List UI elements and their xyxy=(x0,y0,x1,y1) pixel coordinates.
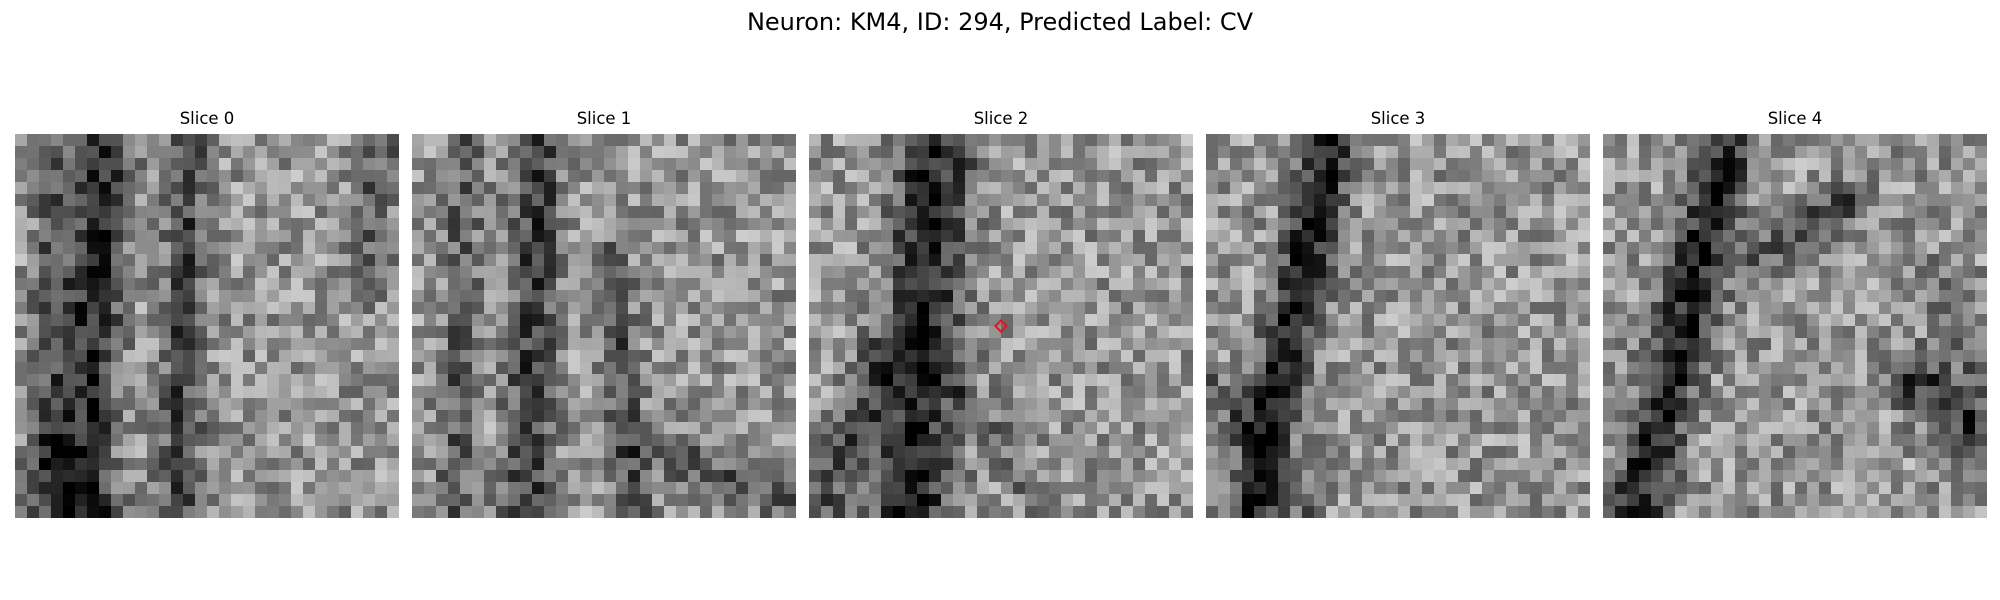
slice-image xyxy=(1206,134,1590,518)
slice-panel-1: Slice 1 xyxy=(412,108,796,518)
slice-panel-3: Slice 3 xyxy=(1206,108,1590,518)
figure-title: Neuron: KM4, ID: 294, Predicted Label: C… xyxy=(746,8,1254,36)
slice-title: Slice 1 xyxy=(576,109,632,128)
slice-title: Slice 2 xyxy=(973,109,1029,128)
slice-panel-4: Slice 4 xyxy=(1603,108,1987,518)
slice-panel-2: Slice 2 xyxy=(809,108,1193,518)
slice-image xyxy=(15,134,399,518)
slice-image xyxy=(1603,134,1987,518)
slice-panel-0: Slice 0 xyxy=(15,108,399,518)
slice-image xyxy=(412,134,796,518)
slice-title: Slice 3 xyxy=(1370,109,1426,128)
slice-image xyxy=(809,134,1193,518)
slice-title: Slice 4 xyxy=(1767,109,1823,128)
slice-title: Slice 0 xyxy=(179,109,235,128)
